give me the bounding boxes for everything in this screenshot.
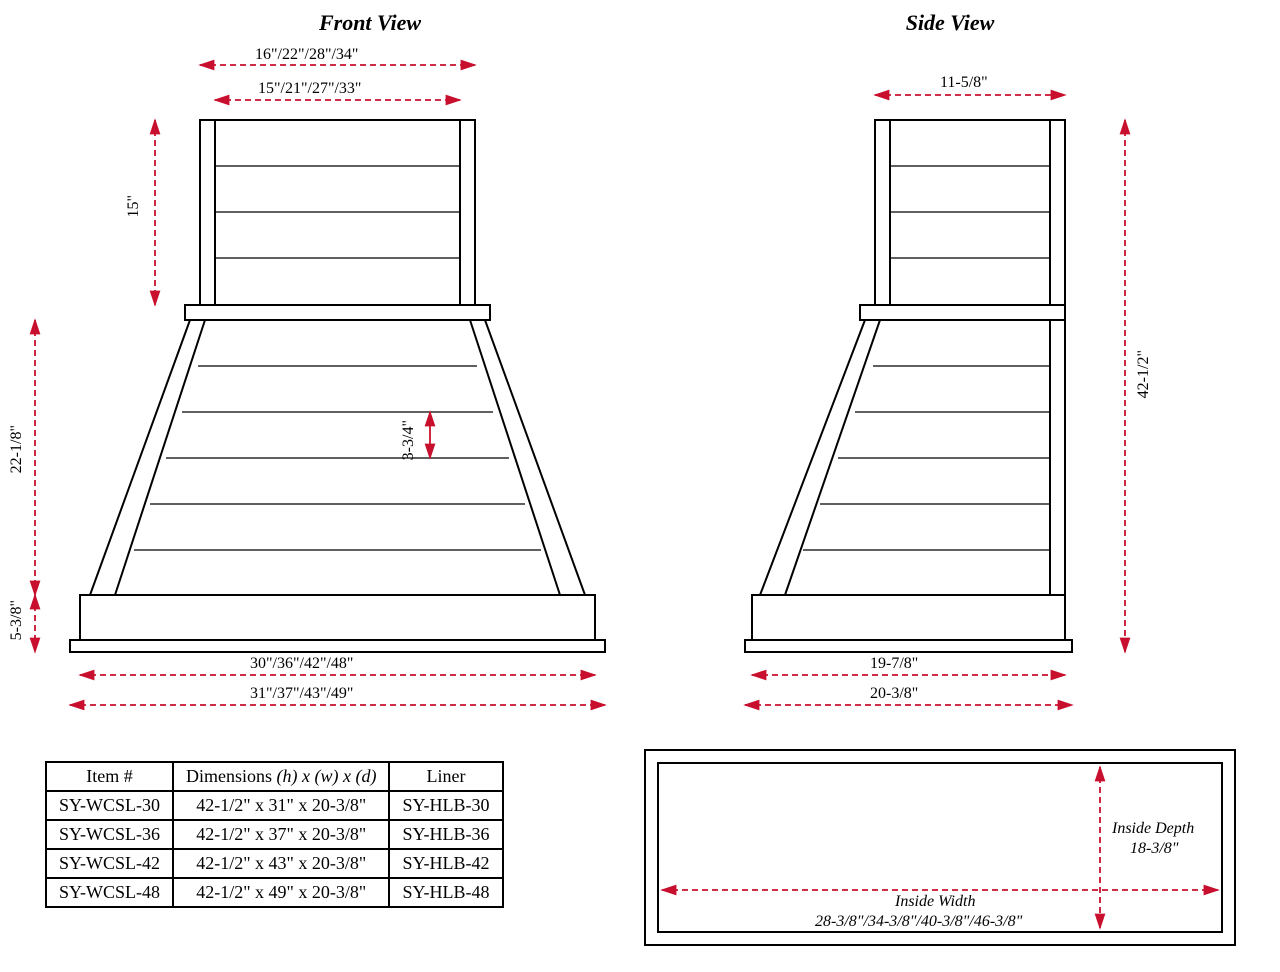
- table-row: SY-WCSL-48 42-1/2" x 49" x 20-3/8" SY-HL…: [46, 878, 503, 907]
- table-row: SY-WCSL-36 42-1/2" x 37" x 20-3/8" SY-HL…: [46, 820, 503, 849]
- front-bottom-inner-dim: 30"/36"/42"/48": [250, 655, 353, 673]
- col-item: Item #: [46, 762, 173, 791]
- spec-table: Item # Dimensions (h) x (w) x (d) Liner …: [45, 761, 504, 908]
- side-view-drawing: [745, 95, 1125, 705]
- cell-item: SY-WCSL-36: [46, 820, 173, 849]
- front-base-height-dim: 5-3/8": [8, 600, 26, 640]
- cell-item: SY-WCSL-30: [46, 791, 173, 820]
- side-top-dim: 11-5/8": [940, 74, 988, 92]
- front-chimney-height-dim: 15": [125, 195, 143, 218]
- cell-liner: SY-HLB-36: [389, 820, 502, 849]
- cell-liner: SY-HLB-48: [389, 878, 502, 907]
- inside-depth-value: 18-3/8": [1130, 840, 1179, 858]
- front-slat-height-dim: 3-3/4": [400, 420, 418, 460]
- front-top-inner-dim: 15"/21"/27"/33": [258, 80, 361, 98]
- col-liner: Liner: [389, 762, 502, 791]
- diagrams-svg: [0, 0, 1280, 740]
- cell-item: SY-WCSL-42: [46, 849, 173, 878]
- table-row: SY-WCSL-30 42-1/2" x 31" x 20-3/8" SY-HL…: [46, 791, 503, 820]
- front-bottom-outer-dim: 31"/37"/43"/49": [250, 685, 353, 703]
- cell-dim: 42-1/2" x 49" x 20-3/8": [173, 878, 389, 907]
- side-total-height-dim: 42-1/2": [1135, 350, 1153, 398]
- cell-dim: 42-1/2" x 37" x 20-3/8": [173, 820, 389, 849]
- cell-liner: SY-HLB-42: [389, 849, 502, 878]
- front-view-drawing: [35, 65, 605, 705]
- side-bottom-outer-dim: 20-3/8": [870, 685, 918, 703]
- front-top-outer-dim: 16"/22"/28"/34": [255, 46, 358, 64]
- table-row: SY-WCSL-42 42-1/2" x 43" x 20-3/8" SY-HL…: [46, 849, 503, 878]
- cell-item: SY-WCSL-48: [46, 878, 173, 907]
- side-bottom-inner-dim: 19-7/8": [870, 655, 918, 673]
- inside-width-label: Inside Width: [895, 893, 975, 911]
- cell-liner: SY-HLB-30: [389, 791, 502, 820]
- front-body-height-dim: 22-1/8": [8, 425, 26, 473]
- cell-dim: 42-1/2" x 43" x 20-3/8": [173, 849, 389, 878]
- inside-depth-label: Inside Depth: [1112, 820, 1194, 838]
- inside-width-value: 28-3/8"/34-3/8"/40-3/8"/46-3/8": [815, 913, 1022, 931]
- inside-dimensions-box: Inside Depth 18-3/8" Inside Width 28-3/8…: [640, 745, 1240, 955]
- col-dimensions: Dimensions (h) x (w) x (d): [173, 762, 389, 791]
- table-header-row: Item # Dimensions (h) x (w) x (d) Liner: [46, 762, 503, 791]
- cell-dim: 42-1/2" x 31" x 20-3/8": [173, 791, 389, 820]
